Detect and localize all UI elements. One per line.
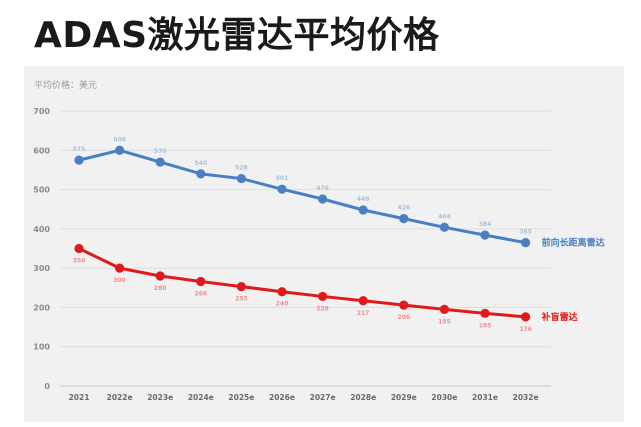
x-tick-label: 2028e [350, 393, 376, 402]
y-axis-unit-label: 平均价格：美元 [34, 79, 97, 91]
x-tick-label: 2031e [472, 393, 498, 402]
y-tick-label: 200 [33, 303, 50, 312]
data-point [277, 287, 287, 297]
data-label: 300 [113, 277, 126, 284]
x-tick-label: 2025e [228, 393, 254, 402]
data-label: 426 [398, 205, 411, 212]
x-tick-label: 2023e [147, 393, 173, 402]
data-label: 540 [195, 160, 208, 167]
data-point [155, 271, 165, 281]
series-line [77, 148, 528, 245]
data-label: 365 [519, 229, 532, 236]
data-point [358, 205, 368, 215]
x-tick-label: 2024e [188, 393, 214, 402]
data-point [74, 243, 84, 254]
data-label: 528 [235, 165, 248, 172]
x-tick-label: 2029e [391, 393, 417, 402]
data-point [480, 230, 490, 240]
data-point [277, 184, 287, 194]
data-point [358, 296, 368, 306]
line-chart: 平均价格：美元 0 100 200 300 400 500 600 700 2021 2022e… [33, 79, 605, 402]
x-axis-ticks: 2021 2022e 2023e 2024e 2025e 2026e 2027e 2028e 2… [69, 393, 539, 402]
data-label: 476 [316, 185, 329, 192]
data-label: 228 [316, 305, 329, 312]
data-point [399, 214, 409, 224]
data-label: 217 [357, 310, 370, 317]
data-label: 280 [154, 285, 167, 292]
x-tick-label: 2027e [310, 393, 336, 402]
y-tick-label: 400 [33, 225, 50, 234]
y-tick-label: 500 [33, 186, 50, 195]
chart-panel: 平均价格：美元 0 100 200 300 400 500 600 700 2021 2022e… [24, 66, 624, 422]
x-tick-label: 2026e [269, 393, 295, 402]
data-label: 570 [154, 148, 167, 155]
data-label: 501 [276, 175, 289, 182]
data-label: 575 [73, 146, 86, 153]
data-label: 195 [438, 318, 451, 325]
series-layer: 575 600 570 540 528 501 476 448 426 404 384 365 前向长距… [73, 136, 605, 333]
data-point [115, 145, 125, 155]
series-name-label: 前向长距离雷达 [542, 237, 605, 249]
data-point [155, 157, 165, 167]
data-label: 185 [479, 322, 492, 329]
x-tick-label: 2030e [431, 393, 457, 402]
x-tick-label: 2022e [107, 393, 133, 402]
series-line [77, 247, 528, 319]
data-label: 448 [357, 196, 370, 203]
page-title: ADAS激光雷达平均价格 [34, 15, 440, 56]
data-point [196, 276, 206, 287]
data-point [196, 169, 206, 179]
y-axis-ticks: 0 100 200 300 400 500 600 700 [33, 107, 50, 391]
data-point [318, 194, 328, 204]
y-tick-label: 100 [33, 343, 50, 352]
grid-lines [60, 110, 551, 387]
data-label: 600 [113, 136, 126, 143]
data-point [74, 155, 84, 165]
data-label: 253 [235, 296, 248, 303]
data-label: 266 [195, 291, 208, 298]
data-point [236, 282, 246, 292]
x-tick-label: 2032e [513, 393, 539, 402]
y-tick-label: 0 [44, 382, 50, 391]
data-label: 404 [438, 213, 451, 220]
series-1: 575 600 570 540 528 501 476 448 426 404 384 365 前向长距… [73, 136, 605, 248]
data-point [236, 173, 246, 184]
data-label: 350 [73, 258, 86, 265]
data-point [399, 300, 409, 310]
data-label: 176 [519, 326, 532, 333]
data-label: 206 [398, 314, 411, 321]
data-point [318, 291, 328, 302]
data-point [439, 222, 449, 232]
data-label: 240 [276, 301, 289, 308]
data-point [521, 312, 531, 322]
series-name-label: 补盲雷达 [541, 311, 578, 323]
data-point [480, 308, 490, 318]
x-tick-label: 2021 [69, 393, 90, 402]
series-2: 350 300 280 266 253 240 228 217 206 195 185 176 补盲雷达 [73, 243, 578, 333]
y-tick-label: 700 [33, 107, 50, 116]
y-tick-label: 600 [33, 146, 50, 155]
data-label: 384 [479, 221, 492, 228]
data-point [115, 263, 125, 273]
data-point [439, 304, 449, 314]
y-tick-label: 300 [33, 264, 50, 273]
data-point [521, 238, 531, 248]
